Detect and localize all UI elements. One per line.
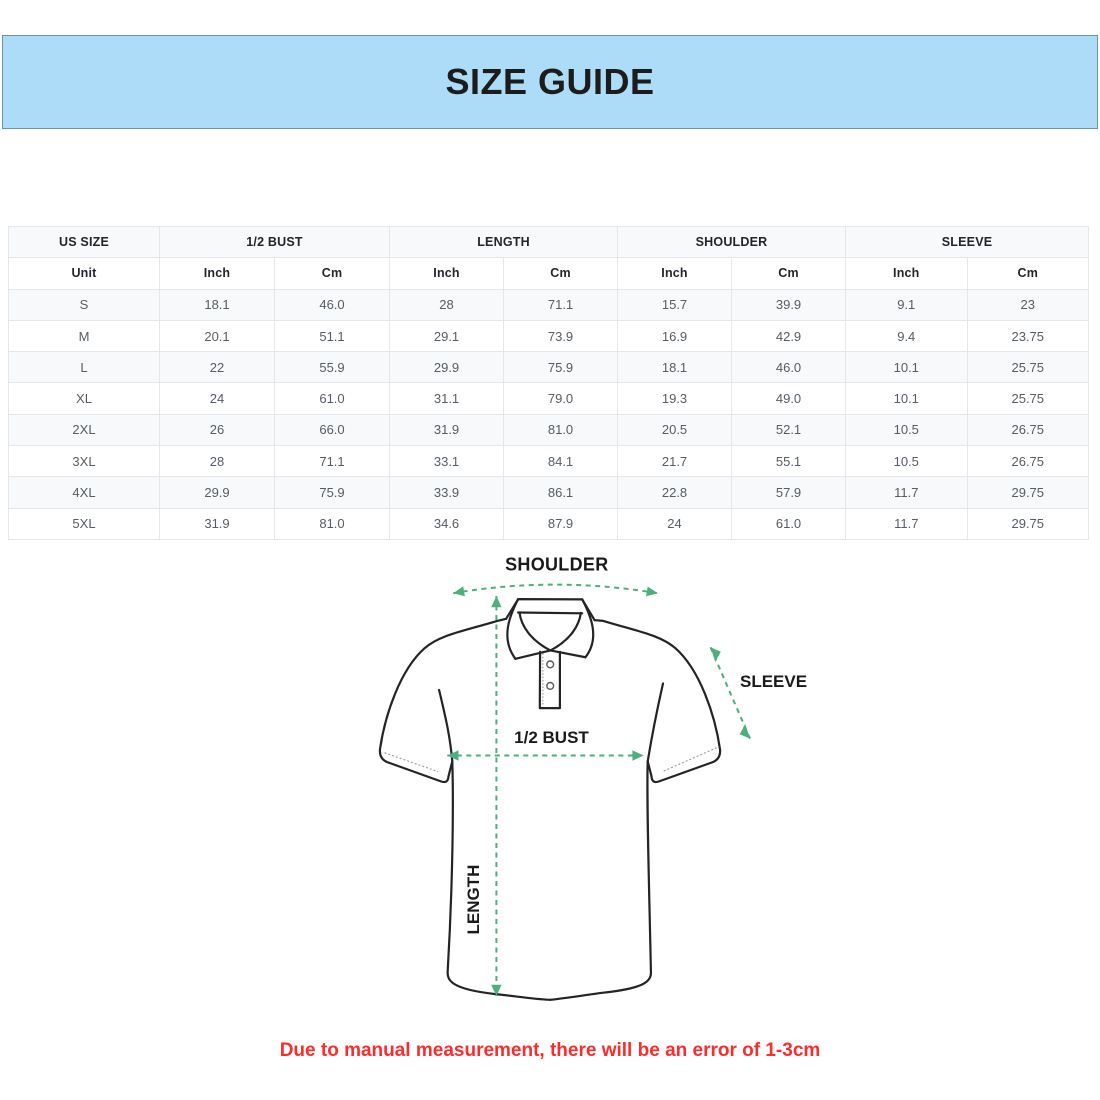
svg-text:SLEEVE: SLEEVE [740, 672, 807, 691]
svg-text:LENGTH: LENGTH [464, 865, 483, 935]
svg-text:1/2 BUST: 1/2 BUST [514, 728, 589, 747]
svg-text:SHOULDER: SHOULDER [505, 555, 608, 575]
